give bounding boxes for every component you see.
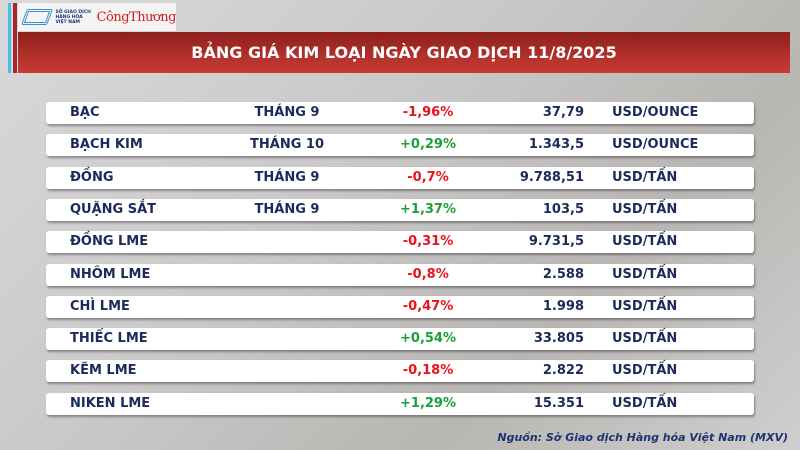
price: 103,5 xyxy=(542,201,584,217)
table-row: ĐỒNG THÁNG 9 -0,7% 9.788,51 USD/TẤN xyxy=(46,166,754,189)
metal-name: QUẶNG SẮT xyxy=(70,201,157,217)
page-title: BẢNG GIÁ KIM LOẠI NGÀY GIAO DỊCH 11/8/20… xyxy=(18,32,790,73)
unit: USD/TẤN xyxy=(612,234,678,250)
unit: USD/OUNCE xyxy=(612,105,699,120)
price: 2.822 xyxy=(542,363,584,379)
price: 2.588 xyxy=(542,266,584,282)
unit: USD/TẤN xyxy=(612,169,678,185)
unit: USD/TẤN xyxy=(612,298,678,314)
table-row: BẠC THÁNG 9 -1,96% 37,79 USD/OUNCE xyxy=(46,102,754,124)
metal-name: BẠC xyxy=(70,105,100,120)
accent-stripe-blue xyxy=(8,3,11,73)
logo: SỞ GIAO DỊCH HÀNG HÓA VIỆT NAM CôngThươn… xyxy=(18,3,177,31)
price: 9.731,5 xyxy=(528,234,584,250)
price: 33.805 xyxy=(533,331,584,347)
price: 37,79 xyxy=(542,105,584,120)
price: 15.351 xyxy=(533,395,584,411)
unit: USD/TẤN xyxy=(612,395,678,411)
metal-name: THIẾC LME xyxy=(70,331,148,347)
price: 1.343,5 xyxy=(528,137,584,153)
logo-org-text: SỞ GIAO DỊCH HÀNG HÓA VIỆT NAM xyxy=(55,9,91,25)
table-row: NHÔM LME -0,8% 2.588 USD/TẤN xyxy=(46,263,754,286)
table-row: KẼM LME -0,18% 2.822 USD/TẤN xyxy=(46,360,754,383)
unit: USD/TẤN xyxy=(612,331,678,347)
mxv-logo-icon xyxy=(21,9,54,25)
price: 1.998 xyxy=(542,298,584,314)
price: 9.788,51 xyxy=(519,169,584,185)
table-row: CHÌ LME -0,47% 1.998 USD/TẤN xyxy=(46,295,754,318)
metal-name: CHÌ LME xyxy=(70,298,130,314)
metal-name: NHÔM LME xyxy=(70,266,151,282)
metal-name: ĐỒNG LME xyxy=(70,234,149,250)
source-note: Nguồn: Sở Giao dịch Hàng hóa Việt Nam (M… xyxy=(497,431,788,444)
table-row: NIKEN LME +1,29% 15.351 USD/TẤN xyxy=(46,392,754,415)
unit: USD/TẤN xyxy=(612,363,678,379)
table-row: ĐỒNG LME -0,31% 9.731,5 USD/TẤN xyxy=(46,231,754,254)
metal-name: BẠCH KIM xyxy=(70,137,143,153)
unit: USD/TẤN xyxy=(612,266,678,282)
metal-name: NIKEN LME xyxy=(70,395,151,411)
logo-brand-text: CôngThương xyxy=(96,9,177,25)
metal-name: KẼM LME xyxy=(70,363,137,379)
unit: USD/OUNCE xyxy=(612,137,699,153)
table-row: THIẾC LME +0,54% 33.805 USD/TẤN xyxy=(46,328,754,351)
unit: USD/TẤN xyxy=(612,201,678,217)
metal-name: ĐỒNG xyxy=(70,169,114,185)
accent-stripe-red xyxy=(13,3,17,73)
table-row: BẠCH KIM THÁNG 10 +0,29% 1.343,5 USD/OUN… xyxy=(46,134,754,157)
table-row: QUẶNG SẮT THÁNG 9 +1,37% 103,5 USD/TẤN xyxy=(46,198,754,221)
